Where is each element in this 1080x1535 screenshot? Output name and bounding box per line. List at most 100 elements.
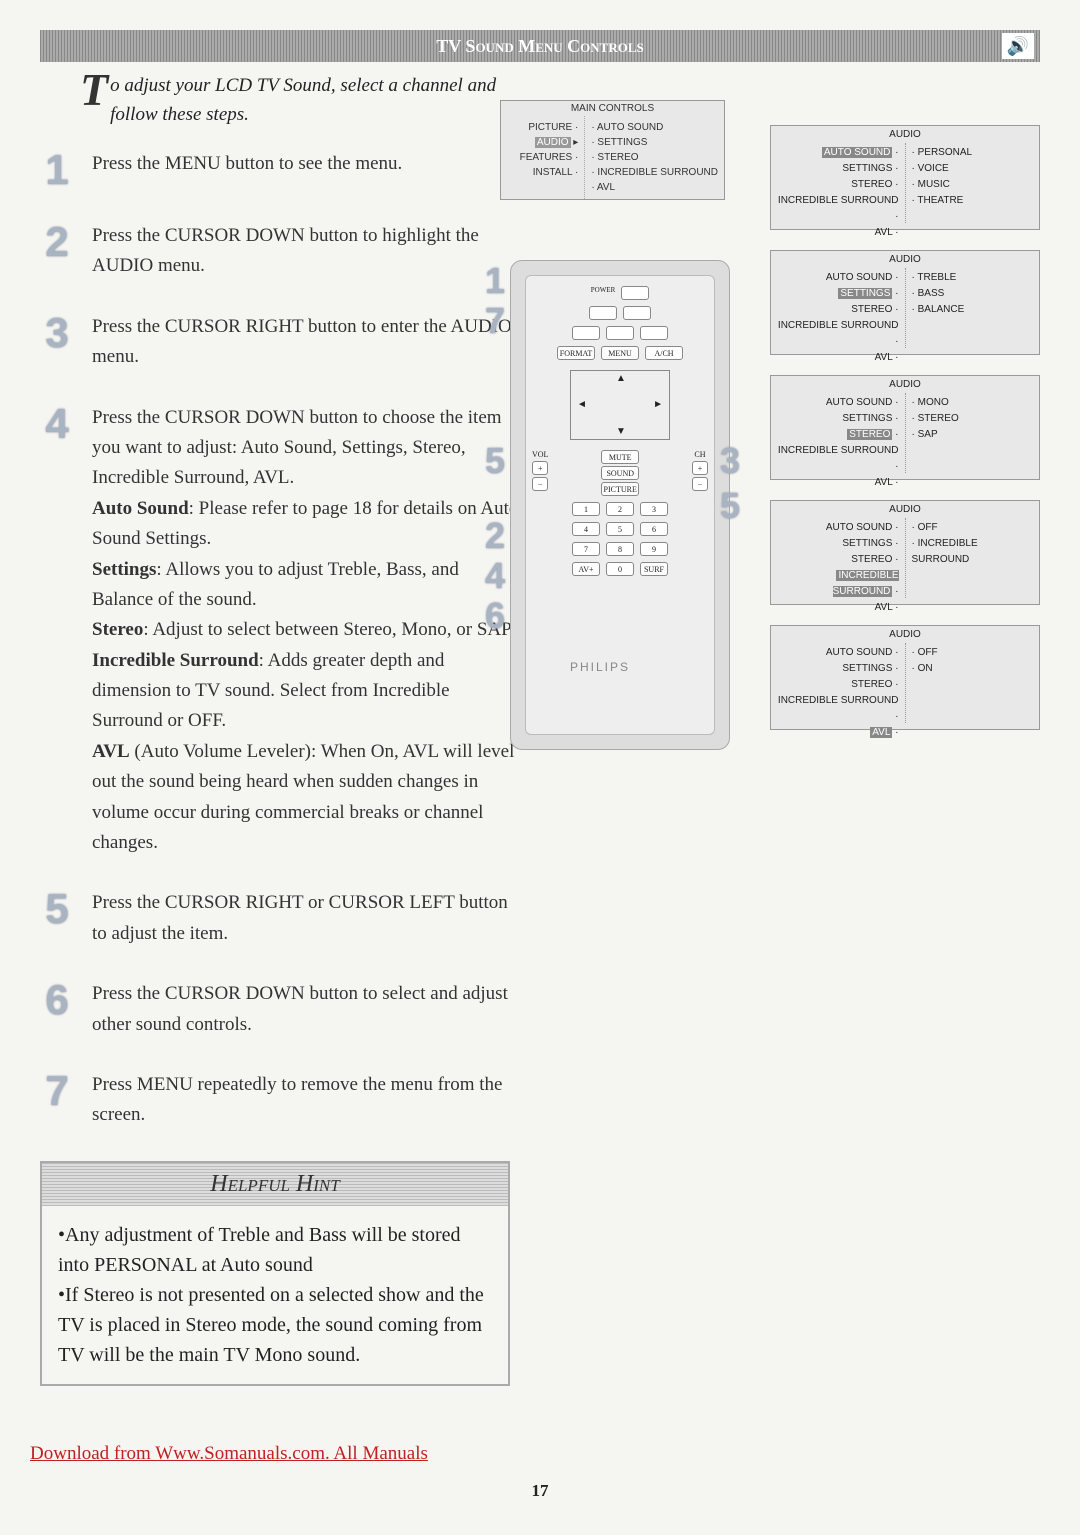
- callout-5: 5: [485, 440, 505, 482]
- step-number: 3: [40, 312, 74, 373]
- panel-left-col: AUTO SOUNDSETTINGSSTEREOINCREDIBLE SURRO…: [771, 143, 906, 223]
- step: 3 Press the CURSOR RIGHT button to enter…: [40, 312, 520, 373]
- panel-title: AUDIO: [771, 251, 1039, 268]
- remote-button: [606, 326, 634, 340]
- audio-menu-panel: AUDIO AUTO SOUNDSETTINGSSTEREOINCREDIBLE…: [770, 250, 1040, 355]
- ch-down: −: [692, 477, 708, 491]
- step-number: 6: [40, 979, 74, 1040]
- vol-down: −: [532, 477, 548, 491]
- intro-body: o adjust your LCD TV Sound, select a cha…: [110, 75, 496, 125]
- num-1: 1: [572, 502, 600, 516]
- callout-6: 6: [485, 595, 505, 637]
- audio-menu-panel: AUDIO AUTO SOUNDSETTINGSSTEREOINCREDIBLE…: [770, 125, 1040, 230]
- menu-left-col: PICTURE ·AUDIO ▸FEATURES ·INSTALL ·: [501, 116, 585, 199]
- hint-title: Helpful Hint: [42, 1163, 508, 1206]
- panel-left-col: AUTO SOUNDSETTINGSSTEREOINCREDIBLE SURRO…: [771, 518, 906, 598]
- step-body: Press the MENU button to see the menu.: [92, 149, 402, 191]
- panel-title: AUDIO: [771, 126, 1039, 143]
- mute-button: MUTE: [601, 450, 639, 464]
- section-title-bar: TV Sound Menu Controls 🔊: [40, 30, 1040, 62]
- step: 2 Press the CURSOR DOWN button to highli…: [40, 221, 520, 282]
- dropcap: T: [80, 72, 108, 109]
- num-9: 9: [640, 542, 668, 556]
- status-exit-button: [589, 306, 617, 320]
- step-number: 7: [40, 1070, 74, 1131]
- footer-download-link[interactable]: Download from Www.Somanuals.com. All Man…: [30, 1443, 428, 1465]
- panel-right-col: · TREBLE· BASS· BALANCE: [906, 268, 1040, 348]
- power-button: [621, 286, 649, 300]
- menu-item: FEATURES ·: [507, 150, 578, 165]
- menu-item: · INCREDIBLE SURROUND: [591, 165, 718, 180]
- callout-2: 2: [485, 515, 505, 557]
- hint-body: •Any adjustment of Treble and Bass will …: [42, 1206, 508, 1384]
- menu-item: · STEREO: [591, 150, 718, 165]
- step: 6 Press the CURSOR DOWN button to select…: [40, 979, 520, 1040]
- num-5: 5: [606, 522, 634, 536]
- vol-up: +: [532, 461, 548, 475]
- menu-item: PICTURE ·: [507, 120, 578, 135]
- step-body: Press the CURSOR DOWN button to choose t…: [92, 403, 520, 859]
- page-number: 17: [532, 1481, 549, 1501]
- steps-list: 1 Press the MENU button to see the menu.…: [40, 149, 520, 1131]
- picture-button: PICTURE: [601, 482, 639, 496]
- step-number: 1: [40, 149, 74, 191]
- callout-7: 7: [485, 300, 505, 342]
- panel-right-col: · MONO· STEREO· SAP: [906, 393, 1040, 473]
- menu-title: MAIN CONTROLS: [501, 101, 724, 116]
- remote-button: [572, 326, 600, 340]
- remote-brand: PHILIPS: [570, 660, 630, 674]
- num-0: 0: [606, 562, 634, 576]
- step-body: Press the CURSOR DOWN button to highligh…: [92, 221, 520, 282]
- panel-title: AUDIO: [771, 626, 1039, 643]
- audio-menu-panel: AUDIO AUTO SOUNDSETTINGSSTEREOINCREDIBLE…: [770, 625, 1040, 730]
- intro-text: T o adjust your LCD TV Sound, select a c…: [80, 72, 520, 129]
- panel-left-col: AUTO SOUNDSETTINGSSTEREOINCREDIBLE SURRO…: [771, 643, 906, 723]
- callout-3: 3: [720, 440, 740, 482]
- menu-item: INSTALL ·: [507, 165, 578, 180]
- step-number: 5: [40, 888, 74, 949]
- surf-button: SURF: [640, 562, 668, 576]
- main-controls-menu: MAIN CONTROLS PICTURE ·AUDIO ▸FEATURES ·…: [500, 100, 725, 200]
- cursor-dpad: ▲ ▼ ◄ ►: [570, 370, 670, 440]
- step: 5 Press the CURSOR RIGHT or CURSOR LEFT …: [40, 888, 520, 949]
- callout-4: 4: [485, 555, 505, 597]
- panel-right-col: · OFF· INCREDIBLE SURROUND: [906, 518, 1040, 598]
- callout-1: 1: [485, 260, 505, 302]
- menu-item: · SETTINGS: [591, 135, 718, 150]
- sound-button: SOUND: [601, 466, 639, 480]
- panel-right-col: · OFF· ON: [906, 643, 1040, 723]
- panel-title: AUDIO: [771, 376, 1039, 393]
- menu-item: · AUTO SOUND: [591, 120, 718, 135]
- num-4: 4: [572, 522, 600, 536]
- step: 4 Press the CURSOR DOWN button to choose…: [40, 403, 520, 859]
- audio-menu-panel: AUDIO AUTO SOUNDSETTINGSSTEREOINCREDIBLE…: [770, 500, 1040, 605]
- menu-item: AUDIO ▸: [507, 135, 578, 150]
- audio-menu-panel: AUDIO AUTO SOUNDSETTINGSSTEREOINCREDIBLE…: [770, 375, 1040, 480]
- remote-control-diagram: POWER FORMAT MENU A/CH ▲ ▼ ◄ ►: [510, 260, 730, 750]
- panel-title: AUDIO: [771, 501, 1039, 518]
- step: 7 Press MENU repeatedly to remove the me…: [40, 1070, 520, 1131]
- callout-5b: 5: [720, 485, 740, 527]
- remote-button: [640, 326, 668, 340]
- num-7: 7: [572, 542, 600, 556]
- speaker-icon: 🔊: [1002, 33, 1034, 59]
- step-body: Press MENU repeatedly to remove the menu…: [92, 1070, 520, 1131]
- step-body: Press the CURSOR RIGHT button to enter t…: [92, 312, 520, 373]
- format-button: FORMAT: [557, 346, 595, 360]
- num-8: 8: [606, 542, 634, 556]
- section-title: TV Sound Menu Controls: [436, 36, 643, 57]
- menu-right-col: · AUTO SOUND· SETTINGS· STEREO· INCREDIB…: [585, 116, 724, 199]
- helpful-hint-box: Helpful Hint •Any adjustment of Treble a…: [40, 1161, 510, 1386]
- num-6: 6: [640, 522, 668, 536]
- av-button: AV+: [572, 562, 600, 576]
- step-number: 2: [40, 221, 74, 282]
- num-3: 3: [640, 502, 668, 516]
- cc-button: [623, 306, 651, 320]
- menu-item: · AVL: [591, 180, 718, 195]
- panel-left-col: AUTO SOUNDSETTINGSSTEREOINCREDIBLE SURRO…: [771, 393, 906, 473]
- panel-left-col: AUTO SOUNDSETTINGSSTEREOINCREDIBLE SURRO…: [771, 268, 906, 348]
- step-body: Press the CURSOR RIGHT or CURSOR LEFT bu…: [92, 888, 520, 949]
- num-2: 2: [606, 502, 634, 516]
- ch-up: +: [692, 461, 708, 475]
- ach-button: A/CH: [645, 346, 683, 360]
